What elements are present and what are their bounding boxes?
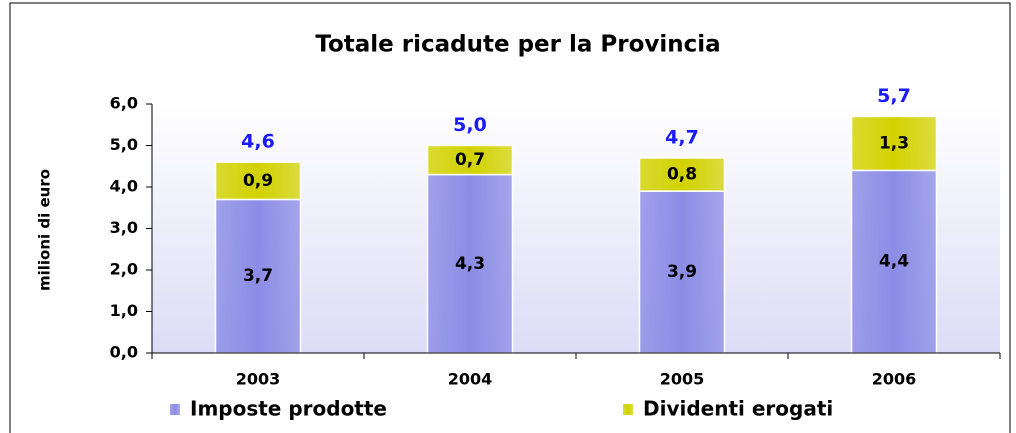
total-label: 5,7 — [877, 85, 911, 107]
y-tick-label: 3,0 — [110, 218, 138, 237]
data-label: 4,3 — [455, 254, 485, 274]
data-label: 0,7 — [455, 150, 485, 170]
data-label: 3,7 — [243, 266, 273, 286]
legend-swatch — [623, 404, 633, 415]
total-label: 4,6 — [241, 131, 275, 153]
y-tick-label: 6,0 — [110, 94, 138, 113]
bar-segment — [850, 169, 938, 354]
bar-segment — [850, 115, 938, 172]
x-tick-label: 2004 — [448, 370, 493, 389]
data-label: 0,8 — [667, 165, 697, 185]
data-label: 3,9 — [667, 262, 697, 282]
y-tick-label: 4,0 — [110, 177, 138, 196]
y-tick-label: 5,0 — [110, 135, 138, 154]
y-tick-label: 2,0 — [110, 260, 138, 279]
chart-title: Totale ricadute per la Provincia — [315, 32, 720, 58]
total-label: 4,7 — [665, 126, 699, 148]
bar-segment — [638, 157, 726, 192]
bar-segment — [426, 173, 514, 354]
x-tick-label: 2003 — [236, 370, 281, 389]
legend-label: Imposte prodotte — [190, 397, 387, 421]
x-tick-label: 2006 — [872, 370, 917, 389]
y-axis-label: milioni di euro — [36, 169, 54, 291]
y-tick-label: 0,0 — [110, 343, 138, 362]
data-label: 1,3 — [879, 133, 909, 153]
total-label: 5,0 — [453, 114, 487, 136]
bar-segment — [214, 161, 302, 201]
legend-swatch — [170, 404, 180, 415]
data-label: 4,4 — [879, 252, 909, 272]
legend-label: Dividenti erogati — [643, 397, 833, 421]
x-tick-label: 2005 — [660, 370, 705, 389]
data-label: 0,9 — [243, 171, 273, 191]
bar-segment — [638, 190, 726, 354]
bar-segment — [426, 144, 514, 176]
y-tick-label: 1,0 — [110, 301, 138, 320]
